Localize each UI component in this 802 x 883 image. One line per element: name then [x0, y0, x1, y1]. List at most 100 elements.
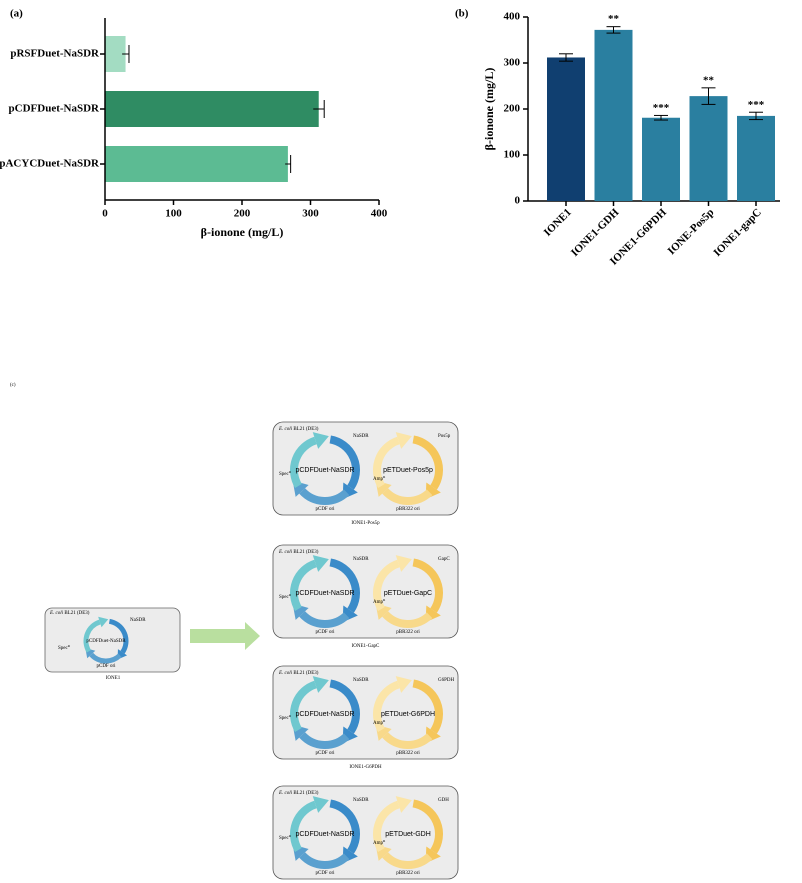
- plasmid-arrowhead: [98, 616, 109, 628]
- x-tick-label: 400: [371, 208, 388, 220]
- marker-sup: R: [383, 719, 386, 723]
- significance-label: ***: [653, 102, 670, 114]
- bar: [642, 117, 680, 201]
- plasmid-segment: [412, 435, 443, 490]
- gene-label: NaSDR: [353, 678, 369, 683]
- gene-label: GapC: [438, 557, 450, 562]
- plasmid-arrowhead: [395, 796, 412, 813]
- bar: [689, 96, 728, 201]
- host-species: E. coli: [278, 791, 293, 796]
- gene-label: G6PDH: [438, 678, 455, 683]
- marker-name: Spec: [279, 595, 290, 600]
- plasmid-segment: [290, 559, 317, 612]
- host-strain: BL21 (DE3): [293, 791, 318, 796]
- plasmid-arrowhead: [395, 555, 412, 572]
- y-tick-label: pACYCDuet-NaSDR: [0, 158, 100, 170]
- host-species: E. coli: [49, 611, 64, 616]
- host-strain: BL21 (DE3): [64, 611, 89, 616]
- marker-label: AmpR: [373, 598, 386, 605]
- plasmid-segment: [89, 652, 122, 664]
- host-label: E. coli BL21 (DE3): [49, 611, 90, 616]
- gene-label: Pos5p: [438, 434, 451, 439]
- marker-sup: R: [68, 644, 71, 648]
- plasmid-arrowhead: [312, 796, 329, 813]
- ori-label: pBR322 ori: [396, 507, 420, 512]
- plasmid-name: pCDFDuet-NaSDR: [86, 639, 126, 644]
- x-tick-label: 0: [102, 208, 108, 220]
- host-label: E. coli BL21 (DE3): [278, 427, 319, 432]
- y-tick-label: 300: [504, 57, 521, 69]
- x-tick-label: IONE1-gapC: [711, 206, 764, 259]
- marker-name: Amp: [373, 841, 384, 846]
- marker-sup: R: [383, 475, 386, 479]
- significance-label: **: [608, 13, 620, 25]
- plasmid-name: pCDFDuet-NaSDR: [295, 467, 354, 474]
- marker-sup: R: [289, 834, 292, 838]
- plasmid-segment: [373, 436, 400, 489]
- plasmid-arrowhead: [312, 555, 329, 572]
- x-tick-label: 300: [302, 208, 319, 220]
- strain-box: [44, 607, 181, 673]
- marker-label: SpecR: [279, 593, 292, 600]
- ori-label: pBR322 ori: [396, 871, 420, 876]
- plasmid-segment: [108, 618, 129, 654]
- plasmid-name: pCDFDuet-NaSDR: [295, 711, 354, 718]
- strain-caption: IONE1-Pos5p: [351, 521, 380, 526]
- host-strain: BL21 (DE3): [293, 671, 318, 676]
- plasmid-segment: [382, 488, 433, 505]
- plasmid-segment: [373, 800, 400, 853]
- gene-label: NaSDR: [130, 618, 146, 623]
- plasmid-name: pETDuet-GDH: [385, 831, 431, 838]
- bar: [105, 91, 319, 127]
- plasmid-segment: [329, 679, 360, 734]
- y-tick-label: 200: [504, 103, 521, 115]
- panel-label: (a): [10, 8, 23, 20]
- marker-sup: R: [383, 598, 386, 602]
- panel-a: (a) pRSFDuet-NaSDR pCDFDuet-NaSDR pACYCDuet…: [0, 8, 388, 239]
- bar: [737, 115, 775, 201]
- marker-name: Amp: [373, 721, 384, 726]
- host-species: E. coli: [278, 671, 293, 676]
- host-strain: BL21 (DE3): [293, 550, 318, 555]
- marker-sup: R: [383, 839, 386, 843]
- host-label: E. coli BL21 (DE3): [278, 791, 319, 796]
- marker-label: SpecR: [58, 644, 71, 651]
- transition-arrow: [190, 622, 260, 650]
- plasmid-segment: [329, 558, 360, 613]
- marker-label: SpecR: [279, 470, 292, 477]
- x-tick-label: IONE1: [542, 206, 574, 238]
- plasmid-segment: [382, 732, 433, 749]
- plasmid-segment: [412, 799, 443, 854]
- plasmid-segment: [299, 852, 350, 869]
- gene-label: NaSDR: [353, 798, 369, 803]
- y-tick-label: 100: [504, 149, 521, 161]
- marker-name: Spec: [279, 716, 290, 721]
- marker-sup: R: [289, 470, 292, 474]
- ori-label: pCDF ori: [96, 664, 116, 669]
- plasmid-segment: [412, 679, 443, 734]
- plasmid-segment: [373, 680, 400, 733]
- panel-label: (c): [10, 383, 16, 388]
- ori-label: pCDF ori: [315, 751, 335, 756]
- plasmid-name: pETDuet-GapC: [384, 590, 432, 597]
- marker-name: Amp: [373, 477, 384, 482]
- marker-sup: R: [289, 593, 292, 597]
- y-tick-label: pRSFDuet-NaSDR: [10, 48, 100, 60]
- significance-label: **: [703, 74, 715, 86]
- host-strain: BL21 (DE3): [293, 427, 318, 432]
- plasmid-segment: [373, 559, 400, 612]
- host-species: E. coli: [278, 427, 293, 432]
- plasmid-segment: [290, 680, 317, 733]
- marker-label: AmpR: [373, 839, 386, 846]
- marker-label: SpecR: [279, 834, 292, 841]
- marker-label: AmpR: [373, 719, 386, 726]
- host-species: E. coli: [278, 550, 293, 555]
- plasmid-segment: [299, 611, 350, 628]
- gene-label: NaSDR: [353, 557, 369, 562]
- host-label: E. coli BL21 (DE3): [278, 550, 319, 555]
- marker-sup: R: [289, 714, 292, 718]
- plasmid-segment: [382, 852, 433, 869]
- bar: [105, 36, 126, 72]
- plasmid-segment: [83, 619, 101, 653]
- plasmid-name: pETDuet-Pos5p: [383, 467, 433, 474]
